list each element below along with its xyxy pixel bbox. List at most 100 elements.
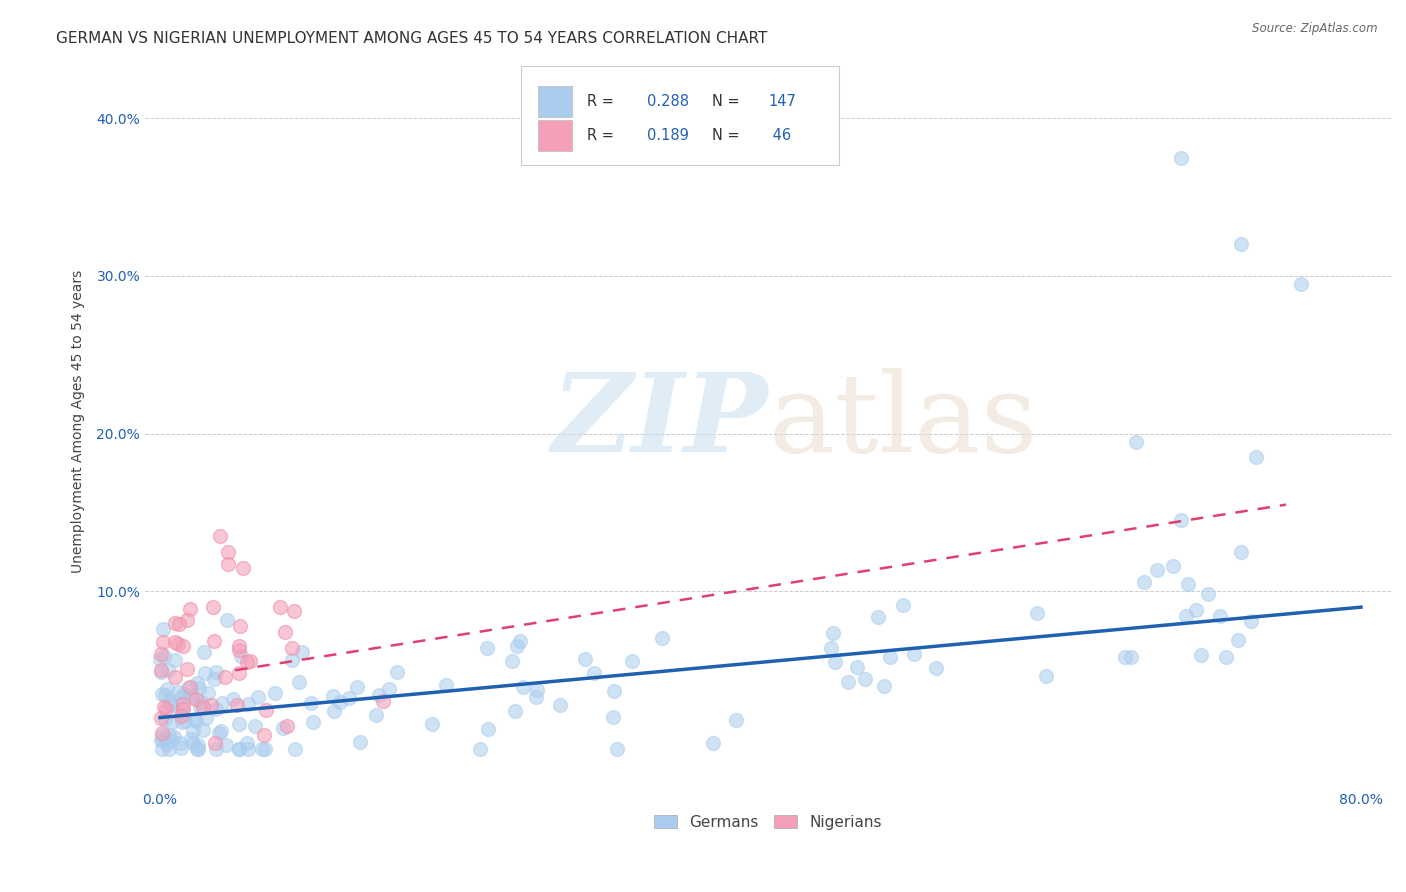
Point xyxy=(322,704,344,718)
Point xyxy=(159,732,181,747)
Point xyxy=(337,691,360,706)
Point xyxy=(245,719,267,733)
Text: N =: N = xyxy=(711,128,744,144)
Point xyxy=(186,714,208,728)
Point xyxy=(180,731,202,746)
Point xyxy=(276,719,298,733)
Point xyxy=(229,648,252,663)
Point xyxy=(903,648,925,662)
Point xyxy=(253,728,276,742)
Point xyxy=(172,639,194,653)
Point xyxy=(167,685,190,699)
Point xyxy=(190,695,212,709)
Point xyxy=(284,742,307,756)
Point xyxy=(301,715,323,730)
Point xyxy=(855,672,877,686)
Point xyxy=(505,704,527,718)
Point xyxy=(228,619,250,633)
Point xyxy=(217,545,239,559)
Point xyxy=(160,714,183,729)
Point xyxy=(172,697,194,711)
Point xyxy=(512,680,534,694)
Point xyxy=(187,742,209,756)
Text: R =: R = xyxy=(588,128,619,144)
Point xyxy=(273,721,295,735)
FancyBboxPatch shape xyxy=(537,86,572,117)
Point xyxy=(152,635,174,649)
Point xyxy=(163,634,186,648)
Point xyxy=(236,697,259,711)
Point xyxy=(866,609,889,624)
Point xyxy=(501,654,523,668)
Point xyxy=(186,676,208,690)
Point xyxy=(371,693,394,707)
Point xyxy=(180,690,202,705)
Point xyxy=(181,724,204,739)
Point xyxy=(217,557,239,571)
Point xyxy=(200,698,222,712)
Point xyxy=(186,692,208,706)
Point xyxy=(156,682,179,697)
Point xyxy=(254,703,277,717)
FancyBboxPatch shape xyxy=(522,66,839,165)
Point xyxy=(155,712,177,726)
Point xyxy=(1025,606,1047,620)
Point xyxy=(149,733,172,747)
Point xyxy=(228,643,250,657)
Point xyxy=(506,639,529,653)
Point xyxy=(208,726,231,740)
Point xyxy=(194,666,217,681)
Point xyxy=(925,661,948,675)
Point xyxy=(150,665,173,679)
Point xyxy=(179,602,201,616)
Point xyxy=(1289,277,1312,291)
Point xyxy=(574,651,596,665)
Point xyxy=(149,647,172,661)
Point xyxy=(524,690,547,704)
Point xyxy=(879,649,901,664)
Point xyxy=(157,697,180,711)
Point xyxy=(322,690,344,704)
Text: atlas: atlas xyxy=(768,368,1038,475)
Text: GERMAN VS NIGERIAN UNEMPLOYMENT AMONG AGES 45 TO 54 YEARS CORRELATION CHART: GERMAN VS NIGERIAN UNEMPLOYMENT AMONG AG… xyxy=(56,31,768,46)
Point xyxy=(165,670,187,684)
Point xyxy=(194,710,217,724)
Point xyxy=(246,690,269,704)
Point xyxy=(820,641,842,656)
Point xyxy=(150,742,173,756)
Point xyxy=(702,735,724,749)
Point xyxy=(228,640,250,654)
Point xyxy=(228,666,250,681)
Point xyxy=(468,742,491,756)
Point xyxy=(232,560,254,574)
Point xyxy=(211,696,233,710)
Point xyxy=(222,692,245,706)
Point xyxy=(620,654,643,668)
Point xyxy=(172,714,194,729)
Point xyxy=(205,742,228,756)
FancyBboxPatch shape xyxy=(537,120,572,152)
Point xyxy=(191,723,214,738)
Point xyxy=(1125,434,1147,449)
Point xyxy=(156,664,179,678)
Point xyxy=(1197,587,1219,601)
Text: ZIP: ZIP xyxy=(551,368,768,475)
Point xyxy=(526,683,548,698)
Point xyxy=(274,625,297,640)
Point xyxy=(188,700,211,714)
Point xyxy=(169,709,191,723)
Point xyxy=(299,696,322,710)
Point xyxy=(228,742,250,756)
Point xyxy=(846,660,869,674)
Point xyxy=(209,723,232,738)
Point xyxy=(204,736,226,750)
Point xyxy=(1177,577,1199,591)
Point xyxy=(1215,649,1237,664)
Point xyxy=(150,711,173,725)
Point xyxy=(155,702,177,716)
Point xyxy=(1170,151,1192,165)
Point xyxy=(215,738,238,752)
Text: 147: 147 xyxy=(768,94,796,109)
Point xyxy=(228,717,250,731)
Point xyxy=(891,599,914,613)
